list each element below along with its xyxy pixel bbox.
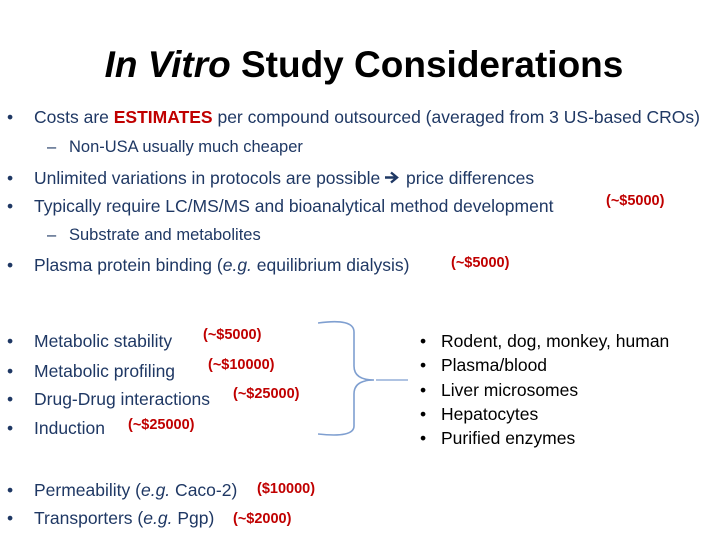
price-permeability: ($10000) [257, 481, 316, 497]
costs-post: per compound outsourced (averaged from 3… [212, 107, 700, 127]
brace-left-path [318, 320, 375, 436]
sub-bullet-substrate: – Substrate and metabolites [47, 226, 261, 245]
bullet-dot: • [7, 418, 14, 438]
system-label: Rodent, dog, monkey, human [441, 331, 670, 351]
bullet-dot: • [420, 428, 427, 448]
bullet-dot: • [7, 361, 14, 381]
price-metabolic-stability: (~$5000) [203, 327, 262, 343]
trans-pre: Transporters ( [34, 508, 144, 528]
assay-label: Metabolic profiling [34, 361, 176, 381]
system-label: Liver microsomes [441, 380, 579, 400]
bullet-lcms: • Typically require LC/MS/MS and bioanal… [7, 196, 554, 217]
system-item: • Hepatocytes [420, 404, 539, 425]
sub-bullet-non-usa: – Non-USA usually much cheaper [47, 138, 303, 157]
bullet-dot: • [420, 380, 427, 400]
bullet-permeability: • Permeability (e.g. Caco-2) [7, 480, 238, 501]
assay-label: Metabolic stability [34, 331, 173, 351]
system-label: Plasma/blood [441, 355, 548, 375]
bullet-transporters: • Transporters (e.g. Pgp) [7, 508, 215, 529]
bullet-dot: • [7, 168, 14, 188]
right-arrow-icon [385, 168, 401, 189]
system-item: • Rodent, dog, monkey, human [420, 331, 670, 352]
substrate-text: Substrate and metabolites [69, 226, 261, 244]
trans-eg: e.g. [143, 508, 173, 528]
price-ddi: (~$25000) [233, 386, 300, 402]
system-item: • Purified enzymes [420, 428, 576, 449]
variations-pre: Unlimited variations in protocols are po… [34, 168, 386, 188]
bullet-dot: • [420, 404, 427, 424]
lcms-text: Typically require LC/MS/MS and bioanalyt… [34, 196, 554, 216]
assay-metabolic-profiling: • Metabolic profiling [7, 361, 176, 382]
price-transporters: (~$2000) [233, 511, 292, 527]
assay-ddi: • Drug-Drug interactions [7, 389, 211, 410]
perm-eg: e.g. [140, 480, 171, 500]
bullet-variations: • Unlimited variations in protocols are … [7, 168, 535, 189]
price-induction: (~$25000) [128, 417, 195, 433]
slide-title: In Vitro Study Considerations [0, 44, 728, 86]
title-italic: In Vitro [104, 44, 231, 85]
sub-dash: – [47, 138, 57, 156]
curly-brace-icon [318, 320, 408, 436]
estimates-emphasis: ESTIMATES [113, 107, 213, 127]
sub-dash: – [47, 226, 57, 244]
costs-pre: Costs are [34, 107, 114, 127]
variations-post: price differences [401, 168, 535, 188]
bullet-dot: • [7, 480, 14, 500]
bullet-dot: • [7, 331, 14, 351]
perm-pre: Permeability ( [34, 480, 141, 500]
assay-label: Drug-Drug interactions [34, 389, 211, 409]
bullet-dot: • [7, 389, 14, 409]
bullet-ppb: • Plasma protein binding (e.g. equilibri… [7, 255, 410, 276]
assay-induction: • Induction [7, 418, 106, 439]
ppb-pre: Plasma protein binding ( [34, 255, 223, 275]
assay-label: Induction [34, 418, 106, 438]
price-ppb: (~$5000) [451, 255, 510, 271]
non-usa-text: Non-USA usually much cheaper [69, 138, 303, 156]
assay-metabolic-stability: • Metabolic stability [7, 331, 173, 352]
system-label: Purified enzymes [441, 428, 576, 448]
bullet-dot: • [420, 355, 427, 375]
price-metabolic-profiling: (~$10000) [208, 357, 275, 373]
system-item: • Liver microsomes [420, 380, 579, 401]
trans-post: Pgp) [172, 508, 215, 528]
bullet-dot: • [7, 107, 14, 127]
bullet-dot: • [7, 255, 14, 275]
system-label: Hepatocytes [441, 404, 539, 424]
title-rest: Study Considerations [230, 44, 624, 85]
bullet-dot: • [7, 196, 14, 216]
ppb-eg: e.g. [222, 255, 252, 275]
perm-post: Caco-2) [170, 480, 238, 500]
price-lcms: (~$5000) [606, 193, 665, 209]
bullet-costs: • Costs are ESTIMATES per compound outso… [7, 107, 700, 128]
bullet-dot: • [7, 508, 14, 528]
bullet-dot: • [420, 331, 427, 351]
system-item: • Plasma/blood [420, 355, 548, 376]
ppb-post: equilibrium dialysis) [251, 255, 410, 275]
